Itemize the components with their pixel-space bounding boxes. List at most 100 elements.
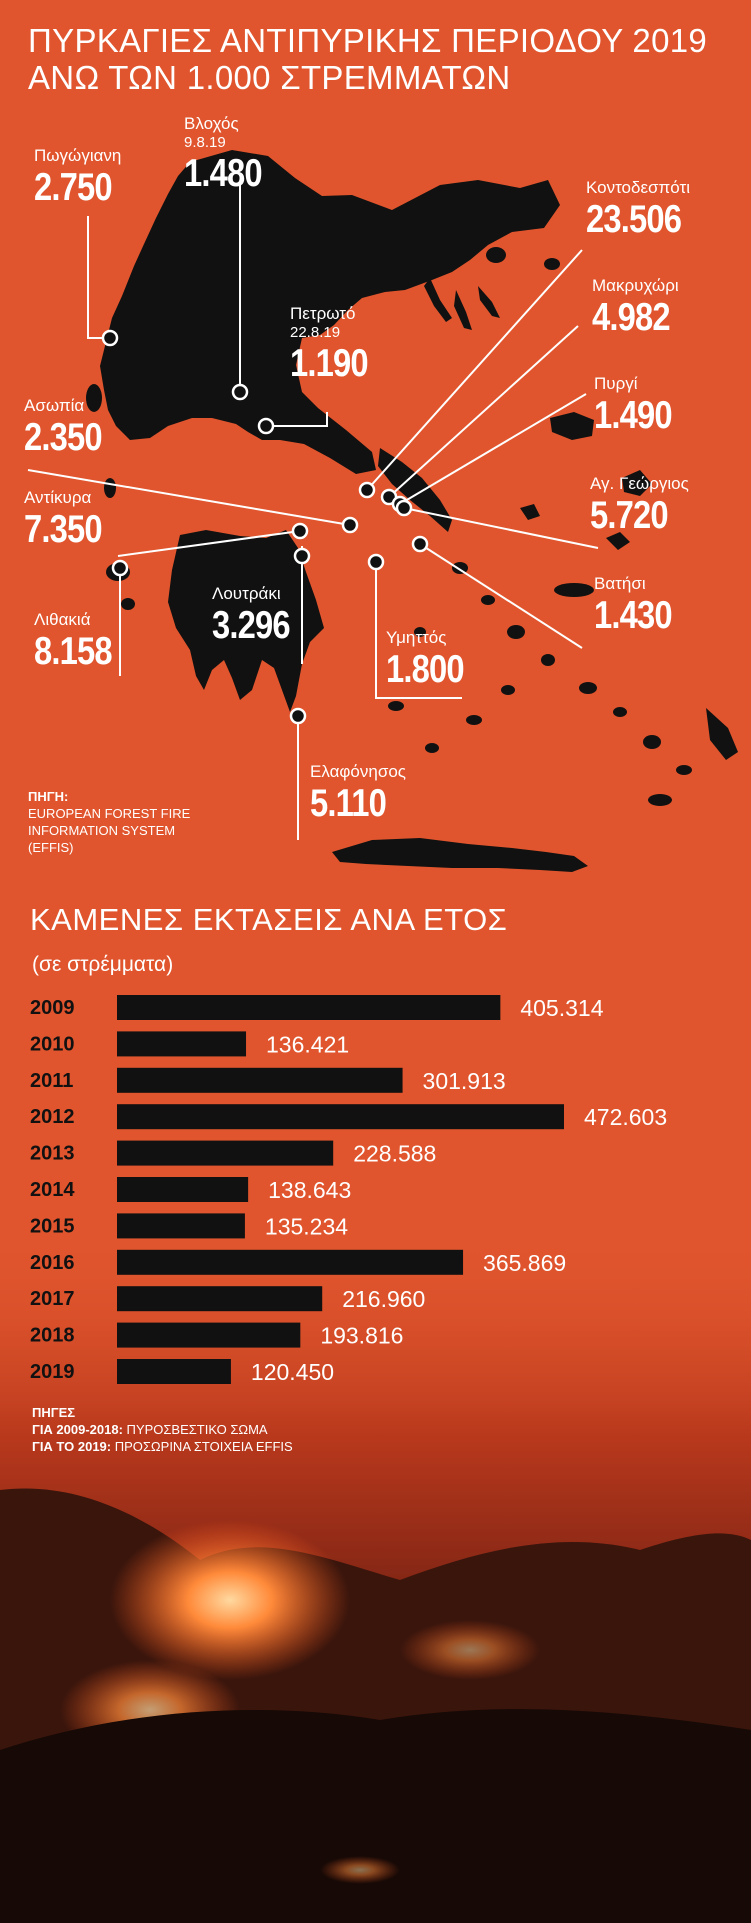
- leader-antikyra: [117, 530, 301, 557]
- year-label: 2016: [30, 1252, 75, 1274]
- leader-pyrgi: [399, 393, 587, 505]
- leader-lines: [27, 184, 599, 840]
- label-pogoniani: Πωγώγιανη 2.750: [34, 146, 127, 210]
- value-label: 138.643: [268, 1177, 351, 1203]
- chart-source: ΠΗΓΕΣ ΓΙΑ 2009-2018: ΠΥΡΟΣΒΕΣΤΙΚΟ ΣΩΜΑ Γ…: [32, 1404, 293, 1455]
- title-line-1: ΠΥΡΚΑΓΙΕΣ ΑΝΤΙΠΥΡΙΚΗΣ ΠΕΡΙΟΔΟΥ 2019: [28, 22, 708, 59]
- year-label: 2010: [30, 1033, 75, 1055]
- fire-name: Πετρωτό: [290, 304, 356, 323]
- label-pyrgi: Πυργί 1.490: [594, 374, 687, 438]
- value-label: 136.421: [266, 1031, 349, 1057]
- value-label: 193.816: [320, 1323, 403, 1349]
- fire-name: Ελαφόνησος: [310, 762, 406, 781]
- bar: [117, 1067, 403, 1093]
- marker-elafonisos: [289, 707, 307, 725]
- map-source-line: INFORMATION SYSTEM: [28, 823, 176, 838]
- chart-title: ΚΑΜΕΝΕΣ ΕΚΤΑΣΕΙΣ ΑΝΑ ΕΤΟΣ: [30, 902, 508, 937]
- label-elafonisos: Ελαφόνησος 5.110: [310, 762, 406, 826]
- bar: [117, 1140, 334, 1166]
- marker-agios-georgios: [395, 499, 413, 517]
- fire-name: Μακρυχώρι: [592, 276, 679, 295]
- marker-asopia: [341, 516, 359, 534]
- year-label: 2011: [30, 1070, 73, 1092]
- fire-name: Πυργί: [594, 374, 638, 393]
- map-source-line: EUROPEAN FOREST FIRE: [28, 806, 191, 821]
- year-label: 2012: [30, 1106, 75, 1128]
- fire-value: 8.158: [34, 630, 113, 673]
- value-label: 472.603: [584, 1104, 667, 1130]
- page-title: ΠΥΡΚΑΓΙΕΣ ΑΝΤΙΠΥΡΙΚΗΣ ΠΕΡΙΟΔΟΥ 2019 ΑΝΩ …: [28, 22, 707, 96]
- label-antikyra: Αντίκυρα 7.350: [24, 488, 117, 552]
- fire-name: Λουτράκι: [212, 584, 281, 603]
- label-vlochos: Βλοχός 9.8.19 1.480: [184, 114, 277, 196]
- bar: [117, 1249, 464, 1275]
- chart-source-label: ΠΗΓΕΣ: [32, 1405, 76, 1420]
- fire-name: Πωγώγιανη: [34, 146, 122, 165]
- leader-asopia: [27, 469, 351, 526]
- value-label: 216.960: [342, 1286, 425, 1312]
- value-label: 365.869: [483, 1250, 566, 1276]
- bar: [117, 1359, 231, 1384]
- leader-kontodespoti: [366, 249, 583, 491]
- year-label: 2018: [30, 1325, 75, 1347]
- value-label: 135.234: [265, 1213, 348, 1239]
- fire-markers: [101, 329, 429, 725]
- value-label: 405.314: [520, 995, 603, 1021]
- fire-date: 9.8.19: [184, 134, 226, 151]
- marker-loutraki: [293, 547, 311, 565]
- fire-value: 2.350: [24, 416, 103, 459]
- title-line-2: ΑΝΩ ΤΩΝ 1.000 ΣΤΡΕΜΜΑΤΩΝ: [28, 59, 511, 96]
- value-label: 120.450: [251, 1359, 334, 1385]
- leader-ymittos: [375, 562, 462, 699]
- bar: [117, 995, 501, 1020]
- label-ymittos: Υμηττός 1.800: [386, 628, 479, 692]
- map-source: ΠΗΓΗ: EUROPEAN FOREST FIRE INFORMATION S…: [28, 788, 190, 856]
- fire-value: 1.480: [184, 152, 263, 195]
- map-source-label: ΠΗΓΗ:: [28, 789, 69, 804]
- label-loutraki: Λουτράκι 3.296: [212, 584, 305, 648]
- fire-value: 23.506: [586, 198, 682, 241]
- fire-value: 1.800: [386, 648, 465, 691]
- leader-petroto: [266, 412, 328, 427]
- fire-name: Αγ. Γεώργιος: [590, 474, 689, 493]
- fire-value: 5.110: [310, 782, 387, 825]
- label-makrychori: Μακρυχώρι 4.982: [592, 276, 685, 340]
- marker-pogoniani: [101, 329, 119, 347]
- marker-vatisi: [411, 535, 429, 553]
- year-label: 2013: [30, 1143, 75, 1165]
- fire-value: 1.490: [594, 394, 673, 437]
- fire-value: 3.296: [212, 604, 291, 647]
- marker-antikyra: [291, 522, 309, 540]
- leader-vatisi: [419, 543, 583, 649]
- label-agios-georgios: Αγ. Γεώργιος 5.720: [590, 474, 689, 538]
- marker-ymittos: [367, 553, 385, 571]
- bar: [117, 1286, 323, 1312]
- fire-value: 4.982: [592, 296, 671, 339]
- year-label: 2017: [30, 1288, 75, 1310]
- greece-map: [27, 150, 738, 872]
- bar: [117, 1322, 301, 1348]
- fire-name: Λιθακιά: [34, 610, 91, 629]
- map-source-line: (EFFIS): [28, 840, 74, 855]
- fire-date: 22.8.19: [290, 324, 341, 341]
- marker-lithakia: [111, 559, 129, 577]
- marker-kontodespoti: [358, 481, 376, 499]
- chart-source-line-2: ΓΙΑ ΤΟ 2019: ΠΡΟΣΩΡΙΝΑ ΣΤΟΙΧΕΙΑ EFFIS: [32, 1439, 293, 1454]
- bar: [117, 1213, 245, 1239]
- fire-value: 2.750: [34, 166, 113, 209]
- bar: [117, 1104, 564, 1130]
- fire-value: 5.720: [590, 494, 669, 537]
- value-label: 228.588: [353, 1141, 436, 1167]
- label-kontodespoti: Κοντοδεσπότι 23.506: [586, 178, 699, 242]
- marker-vlochos: [231, 383, 249, 401]
- label-vatisi: Βατήσι 1.430: [594, 574, 687, 638]
- leader-makrychori: [388, 325, 579, 498]
- year-label: 2019: [30, 1361, 75, 1383]
- marker-petroto: [257, 417, 275, 435]
- chart-subtitle: (σε στρέμματα): [32, 953, 174, 976]
- fire-name: Βατήσι: [594, 574, 646, 593]
- value-label: 301.913: [423, 1068, 506, 1094]
- fire-value: 7.350: [24, 508, 103, 551]
